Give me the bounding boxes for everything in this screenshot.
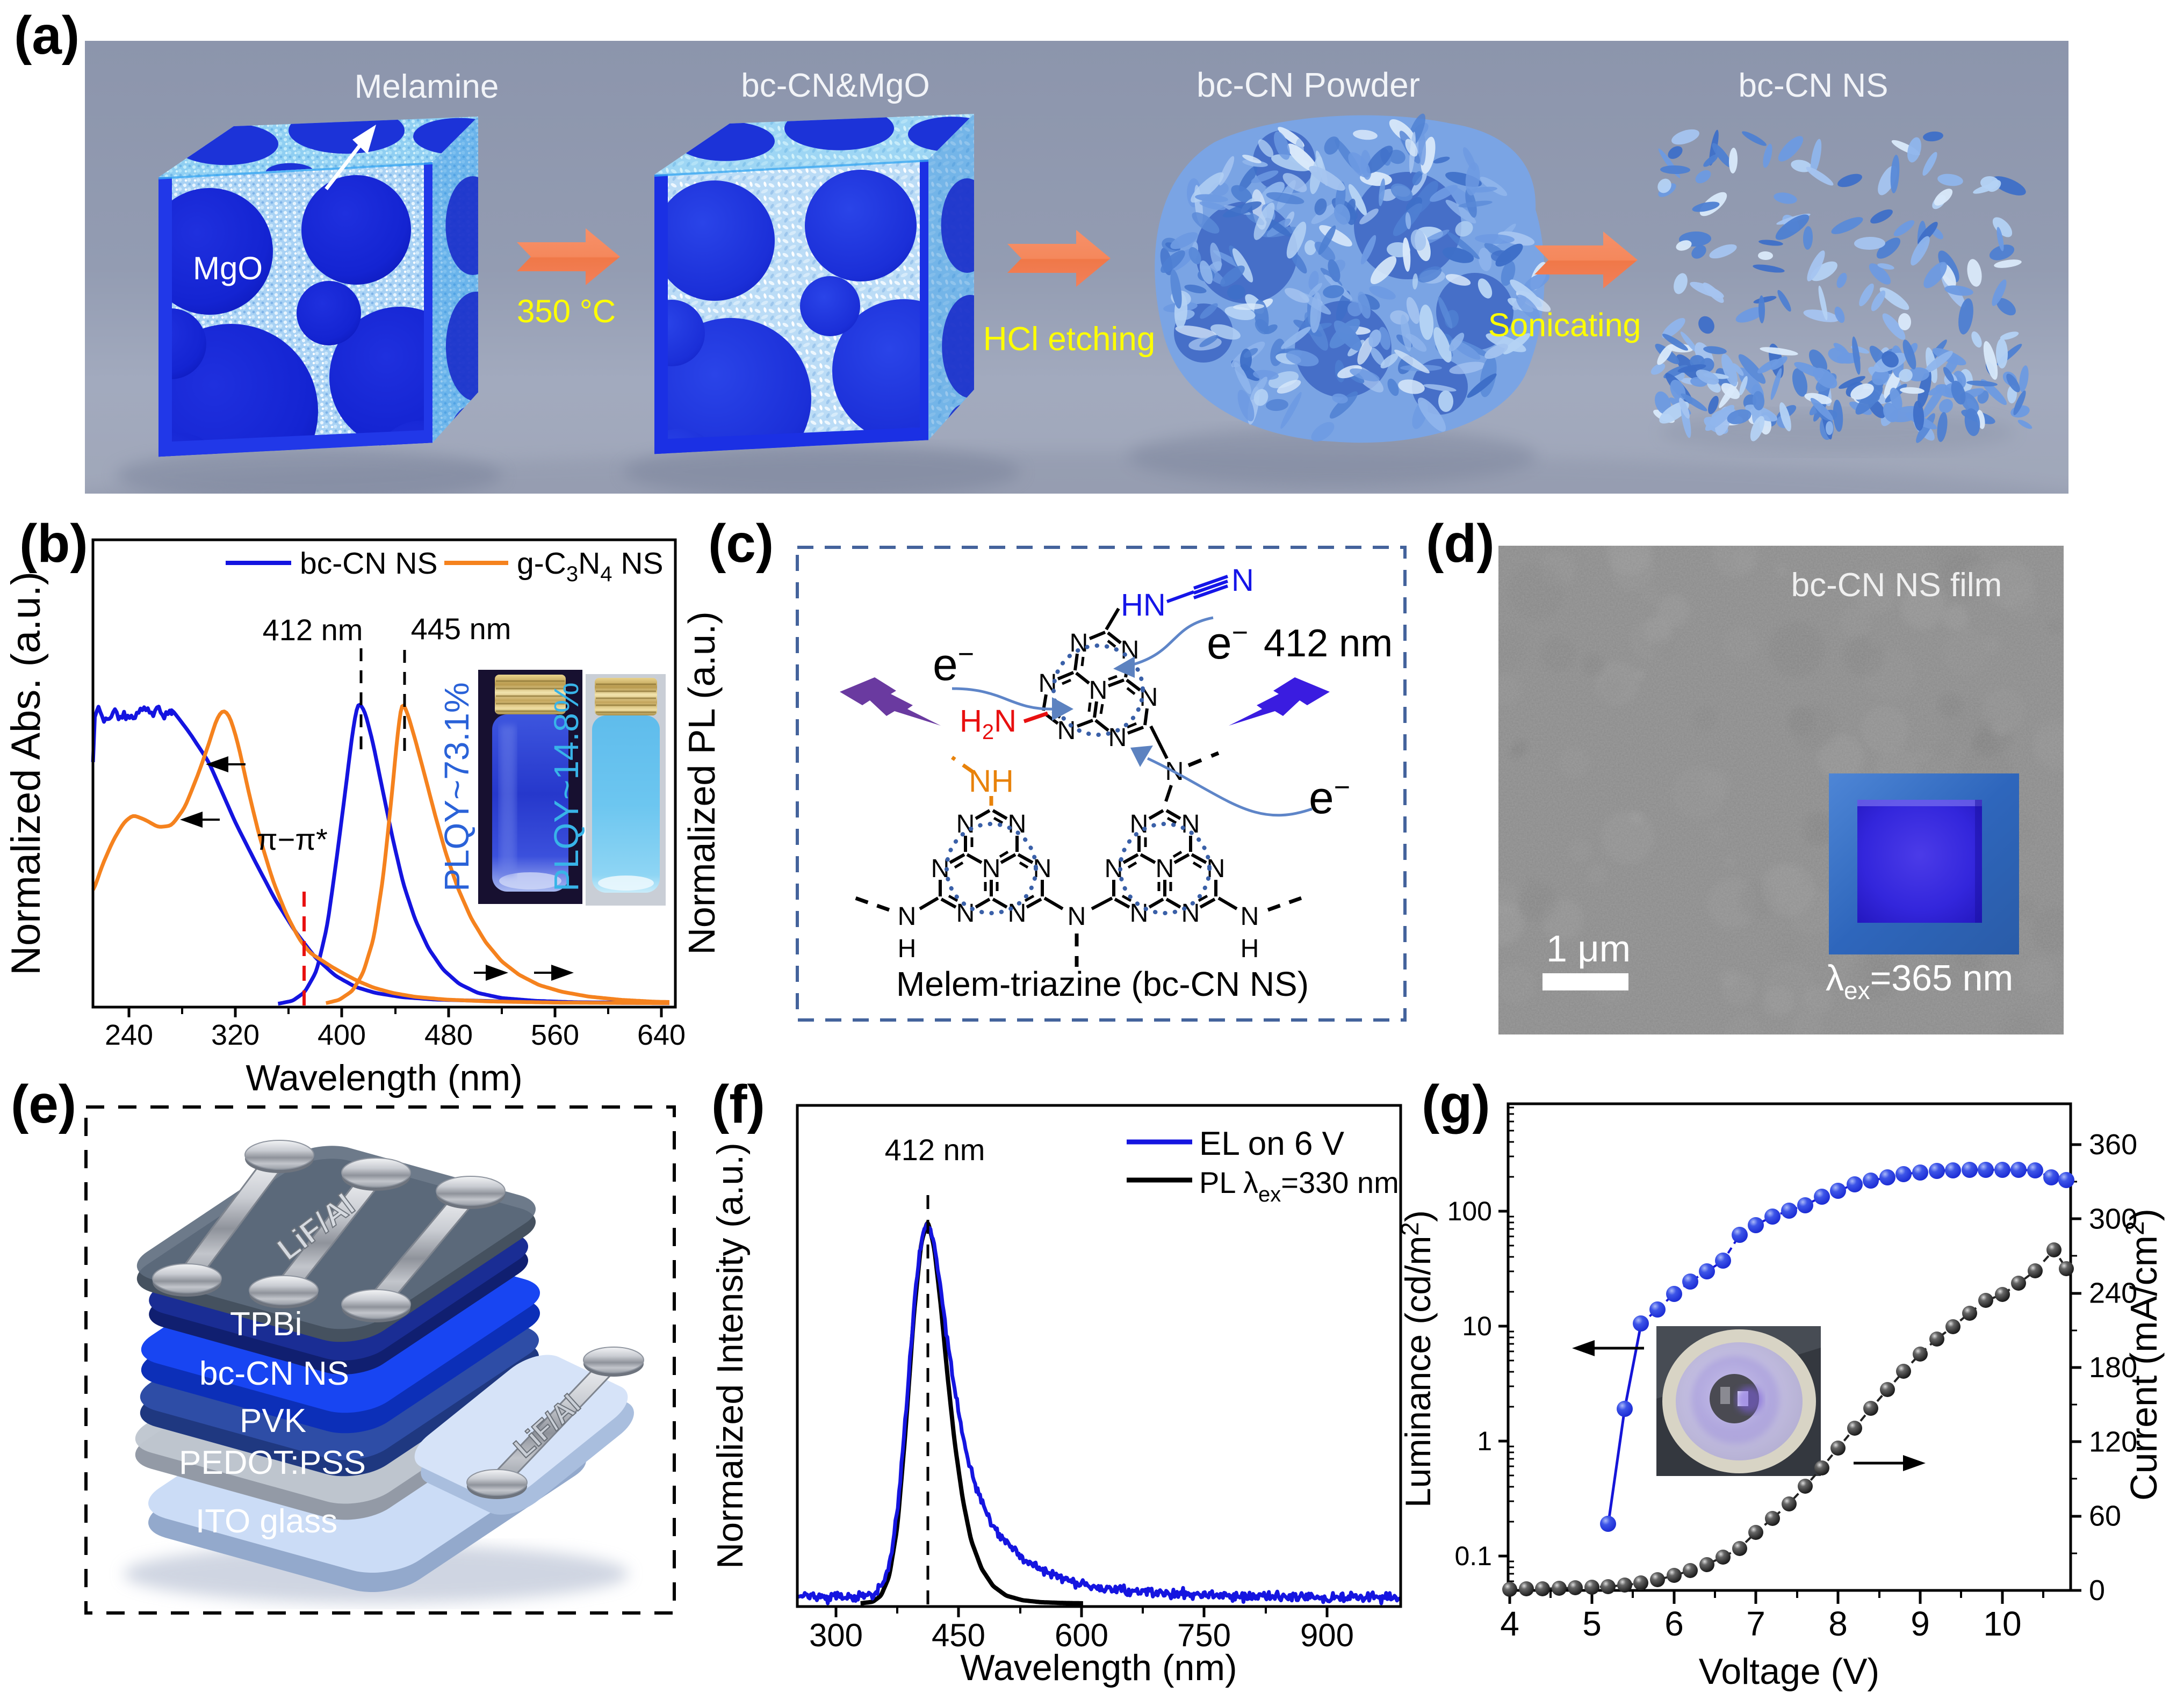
- svg-text:PEDOT:PSS: PEDOT:PSS: [179, 1444, 366, 1481]
- svg-text:bc-CN NS: bc-CN NS: [1738, 67, 1888, 104]
- svg-text:640: 640: [637, 1019, 686, 1051]
- svg-text:Wavelength (nm): Wavelength (nm): [246, 1058, 522, 1098]
- svg-text:HN: HN: [1121, 588, 1166, 623]
- svg-text:412 nm: 412 nm: [885, 1133, 985, 1167]
- svg-text:(a): (a): [14, 5, 80, 66]
- svg-text:6: 6: [1664, 1604, 1684, 1643]
- svg-text:N: N: [1108, 723, 1127, 752]
- svg-text:750: 750: [1177, 1617, 1231, 1653]
- svg-text:bc-CN NS: bc-CN NS: [300, 546, 438, 581]
- svg-text:180: 180: [2089, 1351, 2137, 1384]
- svg-text:445 nm: 445 nm: [411, 612, 511, 646]
- svg-text:10: 10: [1462, 1311, 1492, 1341]
- svg-text:(f): (f): [711, 1074, 765, 1134]
- svg-text:N: N: [1057, 717, 1076, 745]
- svg-text:412 nm: 412 nm: [263, 613, 363, 647]
- svg-text:450: 450: [932, 1617, 985, 1653]
- svg-text:(e): (e): [11, 1074, 76, 1134]
- svg-text:N: N: [1070, 629, 1089, 657]
- svg-text:N: N: [1089, 676, 1108, 705]
- svg-text:1 μm: 1 μm: [1546, 928, 1631, 970]
- svg-text:bc-CN NS film: bc-CN NS film: [1791, 567, 2002, 604]
- svg-text:PLQY~73.1%: PLQY~73.1%: [437, 682, 476, 892]
- svg-text:bc-CN&MgO: bc-CN&MgO: [741, 67, 929, 104]
- svg-text:8: 8: [1828, 1604, 1848, 1643]
- svg-text:412 nm: 412 nm: [1264, 622, 1393, 665]
- svg-text:(d): (d): [1426, 513, 1495, 574]
- svg-text:PVK: PVK: [240, 1402, 306, 1439]
- svg-text:900: 900: [1300, 1617, 1354, 1653]
- svg-text:Voltage (V): Voltage (V): [1699, 1651, 1879, 1692]
- svg-text:Wavelength (nm): Wavelength (nm): [960, 1647, 1237, 1688]
- svg-text:320: 320: [211, 1019, 260, 1051]
- svg-text:0: 0: [2089, 1574, 2105, 1607]
- svg-text:Sonicating: Sonicating: [1488, 307, 1641, 343]
- svg-text:Current (mA/cm2): Current (mA/cm2): [2121, 1209, 2165, 1501]
- svg-text:100: 100: [1447, 1196, 1492, 1226]
- svg-text:ITO glass: ITO glass: [196, 1503, 337, 1540]
- svg-text:300: 300: [809, 1617, 863, 1653]
- svg-text:Melem-triazine (bc-CN NS): Melem-triazine (bc-CN NS): [896, 965, 1309, 1003]
- svg-text:Melamine: Melamine: [355, 68, 499, 105]
- svg-text:5: 5: [1582, 1604, 1602, 1643]
- svg-text:N: N: [1039, 669, 1057, 698]
- svg-text:Normalized PL (a.u.): Normalized PL (a.u.): [681, 611, 723, 954]
- svg-text:N: N: [1231, 563, 1254, 598]
- svg-text:HCl etching: HCl etching: [983, 321, 1155, 358]
- svg-text:120: 120: [2089, 1426, 2137, 1458]
- svg-text:600: 600: [1055, 1617, 1108, 1653]
- svg-text:7: 7: [1746, 1604, 1765, 1643]
- svg-text:bc-CN Powder: bc-CN Powder: [1196, 66, 1420, 104]
- svg-text:N: N: [1068, 902, 1086, 931]
- svg-text:π−π*: π−π*: [257, 822, 328, 856]
- svg-text:350 °C: 350 °C: [517, 293, 616, 329]
- svg-text:(b): (b): [19, 513, 88, 574]
- svg-text:N: N: [898, 902, 917, 931]
- svg-text:H: H: [1241, 935, 1259, 963]
- svg-text:(g): (g): [1422, 1074, 1490, 1134]
- svg-text:MgO: MgO: [193, 250, 263, 286]
- svg-text:4: 4: [1500, 1604, 1519, 1643]
- svg-text:H2N: H2N: [960, 704, 1017, 744]
- svg-text:N: N: [982, 855, 1001, 883]
- svg-text:10: 10: [1983, 1604, 2021, 1643]
- svg-text:300: 300: [2089, 1203, 2137, 1235]
- svg-text:Luminance (cd/m2): Luminance (cd/m2): [1396, 1210, 1438, 1508]
- svg-text:0.1: 0.1: [1454, 1541, 1492, 1571]
- svg-text:TPBi: TPBi: [230, 1306, 302, 1343]
- svg-text:N: N: [1156, 855, 1174, 883]
- svg-text:Normalized Abs. (a.u.): Normalized Abs. (a.u.): [3, 571, 49, 975]
- svg-text:H: H: [898, 935, 917, 963]
- svg-text:400: 400: [318, 1019, 366, 1051]
- svg-text:9: 9: [1911, 1604, 1930, 1643]
- svg-text:560: 560: [531, 1019, 579, 1051]
- svg-text:g-C3N4 NS: g-C3N4 NS: [517, 546, 664, 586]
- svg-text:1: 1: [1477, 1426, 1492, 1456]
- svg-text:bc-CN NS: bc-CN NS: [199, 1355, 349, 1392]
- svg-text:PLQY~14.8%: PLQY~14.8%: [547, 682, 586, 892]
- svg-text:NH: NH: [969, 764, 1014, 799]
- svg-text:360: 360: [2089, 1128, 2137, 1161]
- svg-text:240: 240: [2089, 1277, 2137, 1309]
- svg-text:N: N: [956, 810, 975, 838]
- svg-text:N: N: [1130, 810, 1149, 838]
- svg-text:Normalized Intensity (a.u.): Normalized Intensity (a.u.): [710, 1142, 751, 1569]
- svg-text:60: 60: [2089, 1500, 2121, 1532]
- svg-text:480: 480: [424, 1019, 473, 1051]
- svg-text:(c): (c): [708, 513, 774, 574]
- svg-text:N: N: [1241, 902, 1259, 931]
- svg-text:240: 240: [105, 1019, 153, 1051]
- svg-text:EL on 6 V: EL on 6 V: [1199, 1125, 1345, 1162]
